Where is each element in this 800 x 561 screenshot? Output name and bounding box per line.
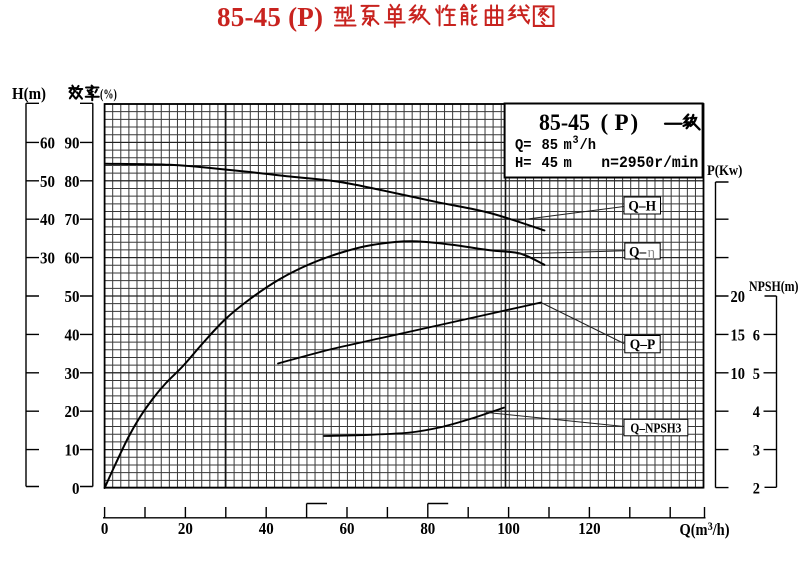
- svg-text:10: 10: [65, 442, 80, 460]
- svg-text:η: η: [648, 245, 656, 261]
- svg-text:4: 4: [753, 404, 761, 422]
- svg-text:70: 70: [65, 211, 80, 229]
- svg-text:40: 40: [65, 327, 80, 345]
- svg-text:H=: H=: [515, 156, 532, 173]
- svg-text:3: 3: [753, 442, 761, 460]
- svg-text:Q–P: Q–P: [630, 336, 656, 353]
- svg-text:20: 20: [178, 520, 193, 538]
- svg-text:6: 6: [753, 327, 761, 345]
- svg-text:50: 50: [40, 173, 55, 191]
- svg-text:45: 45: [542, 156, 559, 173]
- svg-text:(%): (%): [100, 86, 117, 102]
- svg-text:60: 60: [40, 135, 55, 153]
- svg-text:60: 60: [65, 250, 80, 268]
- svg-text:): ): [631, 110, 639, 135]
- svg-text:Q=: Q=: [515, 138, 532, 155]
- svg-text:20: 20: [65, 403, 80, 421]
- svg-text:50: 50: [65, 288, 80, 306]
- svg-text:m: m: [564, 156, 573, 173]
- svg-text:0: 0: [72, 480, 79, 498]
- svg-text:5: 5: [753, 365, 761, 383]
- svg-text:20: 20: [731, 288, 746, 306]
- svg-text:80: 80: [65, 173, 80, 191]
- svg-text:120: 120: [578, 520, 600, 538]
- svg-text:10: 10: [731, 365, 746, 383]
- svg-text:Q–H: Q–H: [628, 198, 656, 215]
- svg-text:85-45: 85-45: [539, 109, 590, 135]
- svg-text:85-45 (P): 85-45 (P): [217, 2, 323, 32]
- svg-text:40: 40: [40, 211, 55, 229]
- svg-text:60: 60: [340, 520, 355, 538]
- svg-text:H(m): H(m): [12, 85, 46, 103]
- svg-text:30: 30: [65, 365, 80, 383]
- svg-text:15: 15: [731, 326, 746, 344]
- svg-text:0: 0: [101, 520, 108, 538]
- svg-text:(: (: [601, 110, 609, 135]
- svg-text:30: 30: [40, 250, 55, 268]
- svg-text:2: 2: [753, 480, 760, 498]
- svg-text:P(Kw): P(Kw): [707, 163, 743, 179]
- svg-text:Q–: Q–: [629, 244, 647, 261]
- svg-text:m: m: [564, 138, 573, 155]
- svg-text:90: 90: [65, 135, 80, 153]
- svg-text:3: 3: [573, 135, 579, 147]
- svg-text:Q–NPSH3: Q–NPSH3: [630, 421, 681, 436]
- svg-text:40: 40: [259, 520, 274, 538]
- svg-text:n=2950r/min: n=2950r/min: [601, 153, 698, 172]
- svg-text:100: 100: [497, 520, 519, 538]
- svg-text:P: P: [615, 110, 629, 135]
- svg-text:NPSH(m): NPSH(m): [749, 278, 799, 294]
- svg-text:80: 80: [420, 520, 435, 538]
- svg-text:85: 85: [542, 138, 559, 155]
- svg-text:Q(m3/h): Q(m3/h): [680, 520, 730, 539]
- svg-text:/h: /h: [580, 138, 597, 155]
